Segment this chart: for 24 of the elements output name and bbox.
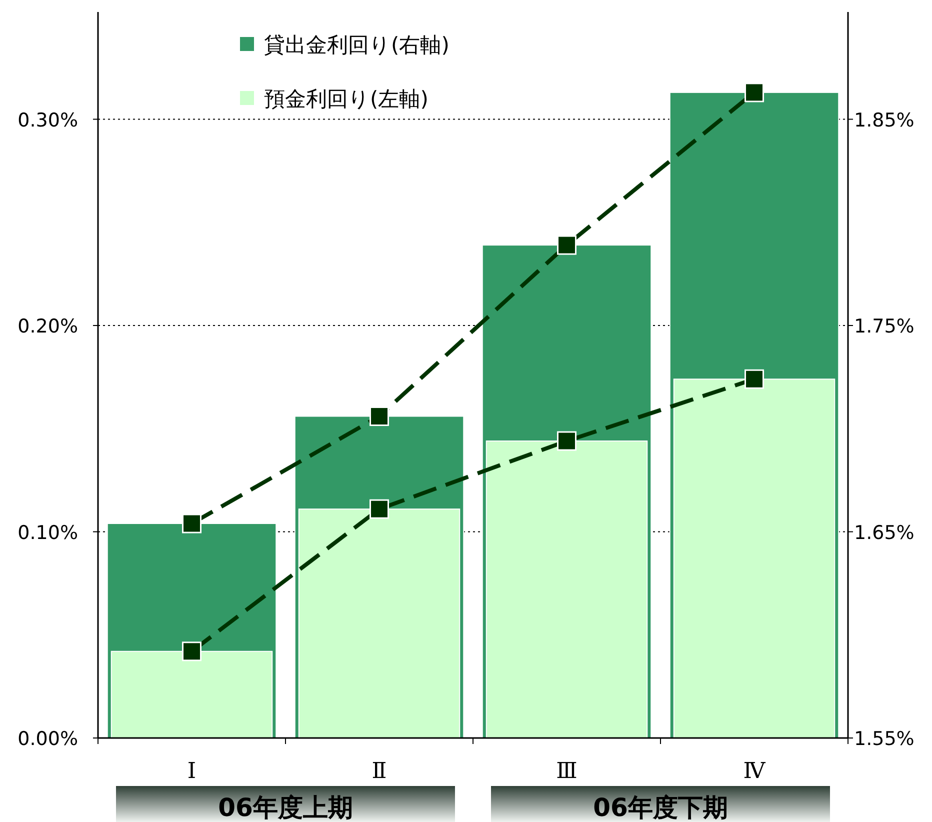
point [370, 406, 389, 426]
point [182, 514, 202, 534]
point [744, 369, 764, 389]
x-tick-label: Ⅳ [743, 759, 766, 784]
point [557, 235, 576, 255]
y-tick-label: 0.00% [18, 728, 78, 750]
y-tick-label: 0.10% [18, 522, 78, 544]
point [557, 431, 576, 451]
legend-label: 貸出金利回り(右軸) [264, 33, 450, 57]
point [182, 642, 202, 662]
y2-tick-label: 1.55% [854, 728, 914, 750]
text: 06年度上期 [218, 793, 353, 822]
point [370, 499, 389, 519]
x-tick-label: Ⅰ [187, 759, 196, 784]
y2-tick-label: 1.65% [854, 522, 914, 544]
y2-tick-label: 1.75% [854, 316, 914, 338]
point [744, 82, 764, 102]
y-tick-label: 0.20% [18, 316, 78, 338]
y2-tick-label: 1.85% [854, 109, 914, 132]
y-tick-label: 0.30% [18, 109, 78, 132]
legend-label: 預金利回り(左軸) [264, 87, 428, 111]
x-tick-label: Ⅱ [372, 759, 387, 784]
text: 06年度下期 [593, 793, 728, 822]
x-tick-label: Ⅲ [556, 759, 578, 784]
